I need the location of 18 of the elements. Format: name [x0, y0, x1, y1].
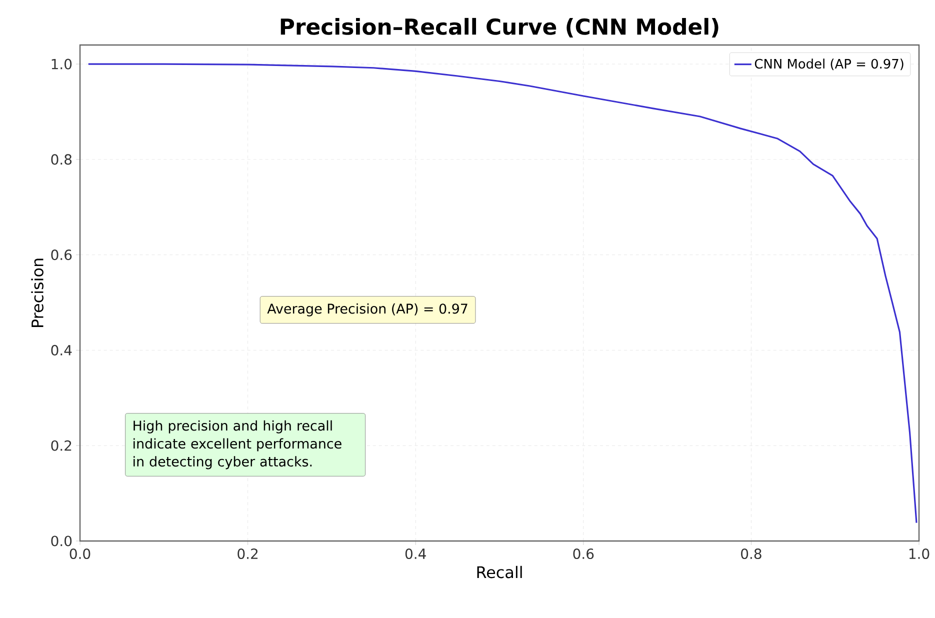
x-tick-label: 0.4	[405, 548, 426, 560]
y-tick-label: 0.0	[51, 536, 72, 546]
y-axis-title: Precision	[31, 258, 44, 327]
x-axis-title: Recall	[477, 566, 522, 578]
x-tick-label: 0.8	[741, 548, 762, 560]
chart-title: Precision–Recall Curve (CNN Model)	[280, 18, 718, 38]
x-tick-label: 0.0	[70, 548, 90, 560]
y-tick-label: 1.0	[52, 58, 72, 70]
x-tick-label: 0.2	[238, 548, 258, 560]
legend-label: CNN Model (AP = 0.97)	[754, 58, 904, 70]
annotation: Average Precision (AP) = 0.97	[267, 303, 468, 316]
y-tick-label: 0.8	[51, 154, 72, 165]
y-tick-label: 0.4	[51, 344, 72, 356]
x-tick-label: 1.0	[909, 548, 930, 560]
y-tick-label: 0.6	[51, 250, 72, 260]
y-tick-label: 0.2	[51, 440, 72, 451]
x-tick-label: 0.6	[573, 548, 594, 560]
annotation: High precision and high recall indicate excellent performance in detecting cyber attacks.	[134, 420, 342, 470]
